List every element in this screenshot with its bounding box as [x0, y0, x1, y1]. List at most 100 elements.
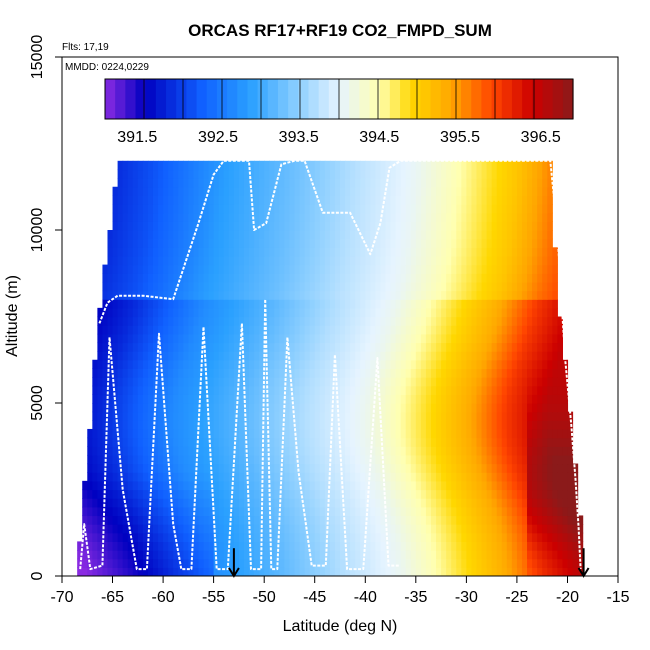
heat-cell: [365, 403, 371, 413]
heat-cell: [274, 186, 280, 196]
heat-cell: [527, 385, 533, 395]
heat-cell: [274, 420, 280, 430]
heat-cell: [218, 333, 225, 344]
heat-cell: [127, 463, 134, 473]
heat-cell: [506, 255, 513, 266]
heat-cell: [188, 230, 195, 240]
heat-cell: [309, 212, 316, 222]
heat-cell: [516, 178, 523, 188]
heat-cell: [430, 281, 437, 292]
heat-cell: [425, 281, 432, 292]
heat-cell: [532, 498, 538, 508]
heat-cell: [400, 385, 407, 395]
colorbar-segment: [552, 79, 564, 119]
heat-cell: [137, 186, 144, 196]
heat-cell: [415, 160, 422, 171]
heat-cell: [228, 454, 235, 465]
heat-cell: [142, 532, 149, 542]
heat-cell: [446, 489, 452, 499]
heat-cell: [183, 428, 189, 439]
heat-cell: [466, 178, 473, 188]
heat-cell: [203, 230, 210, 240]
heat-cell: [486, 411, 493, 421]
heat-cell: [542, 420, 548, 430]
heat-cell: [329, 255, 336, 266]
heat-cell: [527, 550, 533, 560]
heat-cell: [218, 480, 225, 491]
heat-cell: [375, 247, 382, 257]
heat-cell: [511, 307, 518, 318]
heat-cell: [370, 307, 376, 318]
heat-cell: [461, 411, 467, 421]
heat-cell: [390, 351, 397, 361]
heat-cell: [405, 238, 412, 248]
heat-cell: [425, 160, 432, 171]
heat-cell: [264, 428, 270, 439]
heat-cell: [456, 558, 462, 568]
heat-cell: [355, 567, 361, 576]
heat-cell: [446, 550, 452, 560]
heat-cell: [92, 437, 98, 447]
heat-cell: [233, 385, 240, 395]
heat-cell: [355, 221, 361, 231]
heat-cell: [284, 169, 291, 179]
heat-cell: [132, 489, 139, 499]
heat-cell: [334, 558, 341, 568]
heat-cell: [390, 178, 397, 188]
heat-cell: [355, 204, 361, 214]
heat-cell: [471, 299, 478, 309]
heat-cell: [254, 273, 260, 283]
heat-cell: [355, 446, 361, 456]
heat-cell: [254, 506, 260, 517]
heat-cell: [537, 169, 543, 179]
heat-cell: [178, 403, 184, 413]
heat-cell: [486, 532, 493, 542]
heat-cell: [324, 351, 331, 361]
heat-cell: [446, 437, 452, 447]
heat-cell: [314, 550, 321, 560]
heat-cell: [420, 489, 427, 499]
heat-cell: [532, 394, 538, 404]
heat-cell: [340, 255, 346, 266]
heat-cell: [365, 454, 371, 465]
heat-cell: [314, 264, 321, 274]
heat-cell: [446, 169, 452, 179]
heat-cell: [537, 558, 543, 568]
heat-cell: [203, 351, 210, 361]
heat-cell: [355, 489, 361, 499]
heat-cell: [425, 178, 432, 188]
heat-cell: [137, 359, 144, 369]
heat-cell: [223, 368, 230, 378]
heat-cell: [476, 463, 483, 473]
heat-cell: [436, 463, 442, 473]
heat-cell: [259, 230, 265, 240]
heat-cell: [147, 160, 154, 171]
heat-cell: [527, 273, 533, 283]
heat-cell: [380, 221, 387, 231]
heat-cell: [173, 480, 179, 491]
heat-cell: [355, 333, 361, 344]
heat-cell: [340, 316, 346, 326]
heat-cell: [350, 385, 356, 395]
heat-cell: [203, 515, 210, 525]
heat-cell: [360, 333, 366, 344]
heat-cell: [370, 472, 376, 482]
heat-cell: [122, 411, 129, 421]
heat-cell: [436, 264, 442, 274]
heat-cell: [158, 541, 164, 551]
heat-cell: [557, 377, 563, 387]
heat-cell: [294, 325, 301, 335]
heat-cell: [299, 558, 306, 568]
heat-cell: [112, 463, 119, 473]
heat-cell: [436, 515, 442, 525]
heat-cell: [183, 221, 189, 231]
heat-cell: [168, 290, 174, 300]
heat-cell: [420, 351, 427, 361]
heat-cell: [233, 351, 240, 361]
heat-cell: [345, 264, 351, 274]
heat-cell: [446, 368, 452, 378]
heat-cell: [163, 247, 169, 257]
heat-cell: [415, 498, 422, 508]
heat-cell: [147, 515, 154, 525]
heat-cell: [97, 446, 104, 456]
